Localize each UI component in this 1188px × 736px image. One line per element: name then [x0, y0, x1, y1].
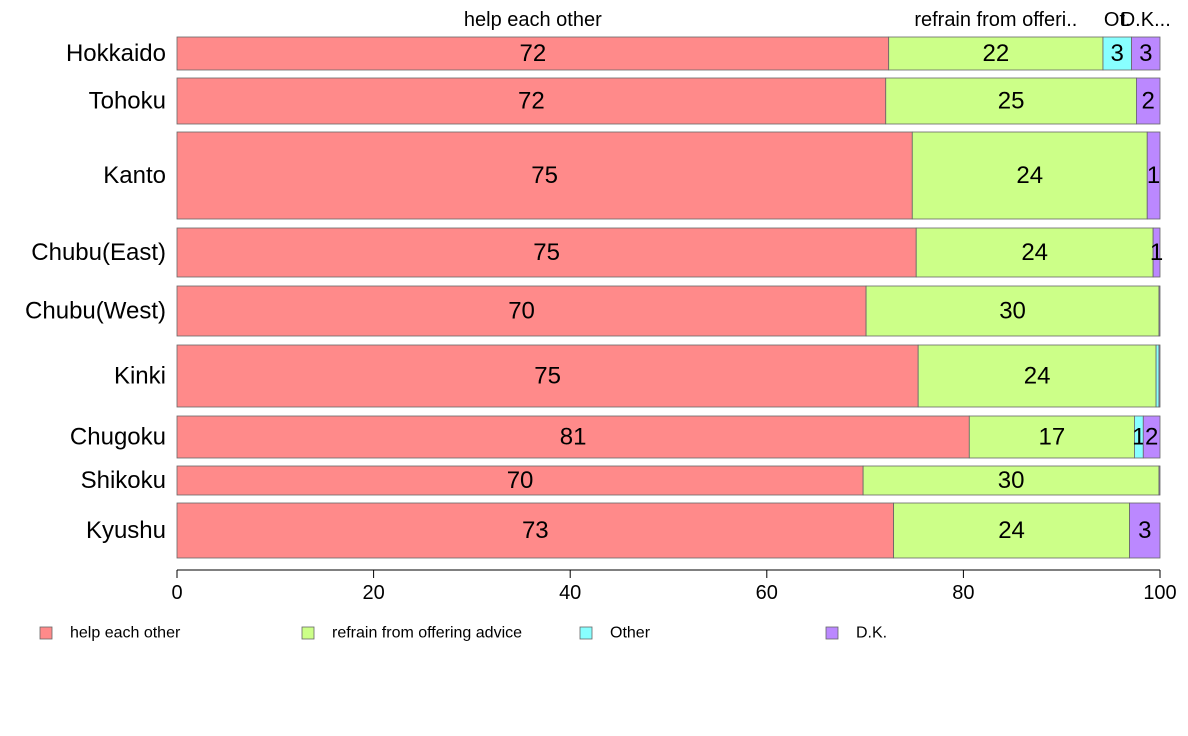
bar-segment — [1158, 465, 1161, 496]
legend-label: refrain from offering advice — [332, 625, 522, 642]
legend-swatch — [39, 626, 53, 640]
data-label: 2 — [1142, 88, 1155, 115]
x-tick-label: 0 — [171, 582, 182, 604]
bar-segment — [1146, 131, 1161, 220]
series-header-label: D.K... — [1121, 9, 1171, 31]
bar-segment — [1158, 344, 1161, 408]
bar-segment — [917, 344, 1157, 408]
bar-segment — [176, 227, 917, 278]
data-label: 2 — [1145, 424, 1158, 451]
bar-segment — [176, 415, 970, 459]
data-label: 81 — [560, 424, 587, 451]
category-labels: Hokkaido Tohoku Kanto Chubu(East) Chubu(West… — [25, 40, 166, 544]
legend-label: D.K. — [856, 625, 887, 642]
data-label: 3 — [1138, 517, 1151, 544]
data-label: 3 — [1139, 40, 1152, 67]
data-label: 72 — [518, 88, 545, 115]
data-label: 75 — [531, 162, 558, 189]
x-axis: 0 20 40 60 80 100 — [171, 569, 1177, 604]
bar-segment — [176, 344, 919, 408]
data-label: 3 — [1111, 40, 1124, 67]
data-label: 30 — [999, 298, 1026, 325]
bar-segment — [176, 77, 887, 125]
data-label: 72 — [519, 40, 546, 67]
bar-segment — [888, 36, 1104, 71]
legend: help each other refrain from offering adv… — [39, 625, 887, 642]
data-label: 17 — [1039, 424, 1066, 451]
category-label: Shikoku — [81, 467, 166, 494]
series-header-label: refrain from offeri.. — [914, 9, 1077, 31]
data-label: 24 — [1021, 239, 1048, 266]
bar-segment — [911, 131, 1148, 220]
x-tick-label: 100 — [1143, 582, 1176, 604]
category-label: Kyushu — [86, 517, 166, 544]
legend-swatch — [825, 626, 839, 640]
series-header-label: Ot. — [1104, 9, 1131, 31]
x-tick-label: 20 — [362, 582, 384, 604]
x-tick-label: 60 — [756, 582, 778, 604]
bar-segment — [176, 465, 864, 496]
top-series-labels: help each other refrain from offeri.. Ot.D… — [464, 9, 1171, 31]
category-label: Chugoku — [70, 424, 166, 451]
category-label: Chubu(East) — [31, 239, 166, 266]
legend-swatch — [301, 626, 315, 640]
data-label: 24 — [1016, 162, 1043, 189]
bar-segment — [862, 465, 1160, 496]
data-label: 22 — [982, 40, 1009, 67]
data-label: 1 — [1150, 239, 1163, 266]
data-label: 70 — [507, 467, 534, 494]
bar-segment — [893, 502, 1130, 559]
bar-segment — [1158, 285, 1161, 337]
series-header-label: help each other — [464, 9, 602, 31]
category-label: Kanto — [103, 162, 166, 189]
data-label: 1 — [1132, 424, 1145, 451]
bar-segment — [885, 77, 1137, 125]
bar-segment — [1131, 36, 1161, 71]
bar-segment — [1136, 77, 1161, 125]
bar-segment — [176, 131, 913, 220]
bar-segment — [915, 227, 1154, 278]
bar-segment — [1142, 415, 1161, 459]
legend-label: help each other — [70, 625, 181, 642]
data-label: 24 — [998, 517, 1025, 544]
bar-segment — [968, 415, 1135, 459]
bar-segment — [1152, 227, 1161, 278]
data-label: 75 — [533, 239, 560, 266]
bar-segment — [176, 502, 895, 559]
data-label: 24 — [1024, 363, 1051, 390]
x-tick-label: 80 — [952, 582, 974, 604]
data-label: 70 — [508, 298, 535, 325]
category-label: Chubu(West) — [25, 298, 166, 325]
bar-segment — [1129, 502, 1161, 559]
data-label: 25 — [998, 88, 1025, 115]
data-label: 75 — [534, 363, 561, 390]
bar-segment — [1155, 344, 1160, 408]
category-label: Kinki — [114, 363, 166, 390]
x-tick-label: 40 — [559, 582, 581, 604]
legend-label: Other — [610, 625, 651, 642]
legend-swatch — [579, 626, 593, 640]
data-label: 1 — [1147, 162, 1160, 189]
bar-segment — [865, 285, 1160, 337]
category-label: Hokkaido — [66, 40, 166, 67]
data-label: 73 — [522, 517, 549, 544]
data-label: 30 — [998, 467, 1025, 494]
category-label: Tohoku — [89, 88, 166, 115]
